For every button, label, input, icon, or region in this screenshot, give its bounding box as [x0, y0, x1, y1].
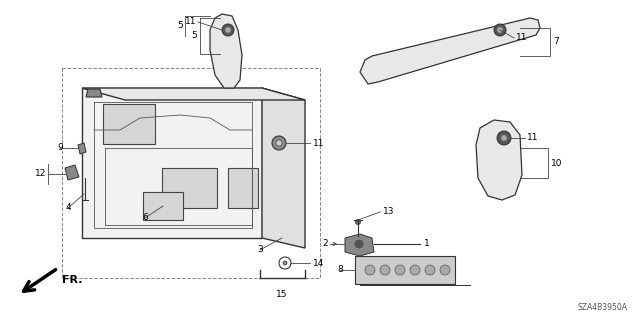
Text: 15: 15	[276, 290, 288, 299]
Bar	[355, 256, 455, 284]
Bar	[143, 192, 183, 220]
Polygon shape	[65, 165, 79, 180]
Circle shape	[283, 261, 287, 265]
Polygon shape	[360, 18, 540, 84]
Bar	[228, 168, 258, 208]
Text: 11: 11	[527, 133, 538, 143]
Circle shape	[279, 257, 291, 269]
Circle shape	[225, 27, 231, 33]
Polygon shape	[82, 88, 305, 100]
Polygon shape	[476, 120, 522, 200]
Text: 13: 13	[383, 207, 394, 217]
Circle shape	[276, 140, 282, 146]
Text: 5: 5	[191, 32, 197, 41]
Text: 5: 5	[177, 21, 183, 31]
Text: 2: 2	[323, 240, 328, 249]
Bar	[162, 168, 217, 208]
Text: 8: 8	[337, 265, 343, 275]
Circle shape	[410, 265, 420, 275]
Polygon shape	[345, 234, 374, 256]
Circle shape	[440, 265, 450, 275]
Polygon shape	[86, 89, 102, 97]
Polygon shape	[262, 88, 305, 248]
Circle shape	[365, 265, 375, 275]
Text: 14: 14	[313, 258, 324, 268]
Circle shape	[272, 136, 286, 150]
Text: 12: 12	[35, 169, 46, 179]
Circle shape	[355, 240, 363, 248]
Text: 1: 1	[424, 240, 429, 249]
Circle shape	[497, 27, 503, 33]
Bar	[62, 68, 320, 278]
Polygon shape	[78, 143, 86, 154]
Text: 3: 3	[257, 246, 263, 255]
Circle shape	[355, 219, 360, 225]
Text: 11: 11	[313, 138, 324, 147]
Circle shape	[395, 265, 405, 275]
Text: 7: 7	[553, 38, 559, 47]
Text: 11: 11	[184, 18, 196, 26]
Text: 11: 11	[516, 33, 527, 42]
Text: 10: 10	[551, 159, 563, 167]
Text: SZA4B3950A: SZA4B3950A	[578, 303, 628, 312]
Polygon shape	[82, 88, 262, 238]
Bar	[103, 104, 155, 144]
Text: 6: 6	[142, 213, 148, 222]
Polygon shape	[210, 14, 242, 88]
Text: FR.: FR.	[62, 275, 83, 285]
Circle shape	[425, 265, 435, 275]
Circle shape	[497, 131, 511, 145]
Circle shape	[494, 24, 506, 36]
Circle shape	[380, 265, 390, 275]
Circle shape	[501, 135, 507, 141]
Text: 4: 4	[65, 204, 71, 212]
Text: 9: 9	[57, 144, 63, 152]
Circle shape	[222, 24, 234, 36]
